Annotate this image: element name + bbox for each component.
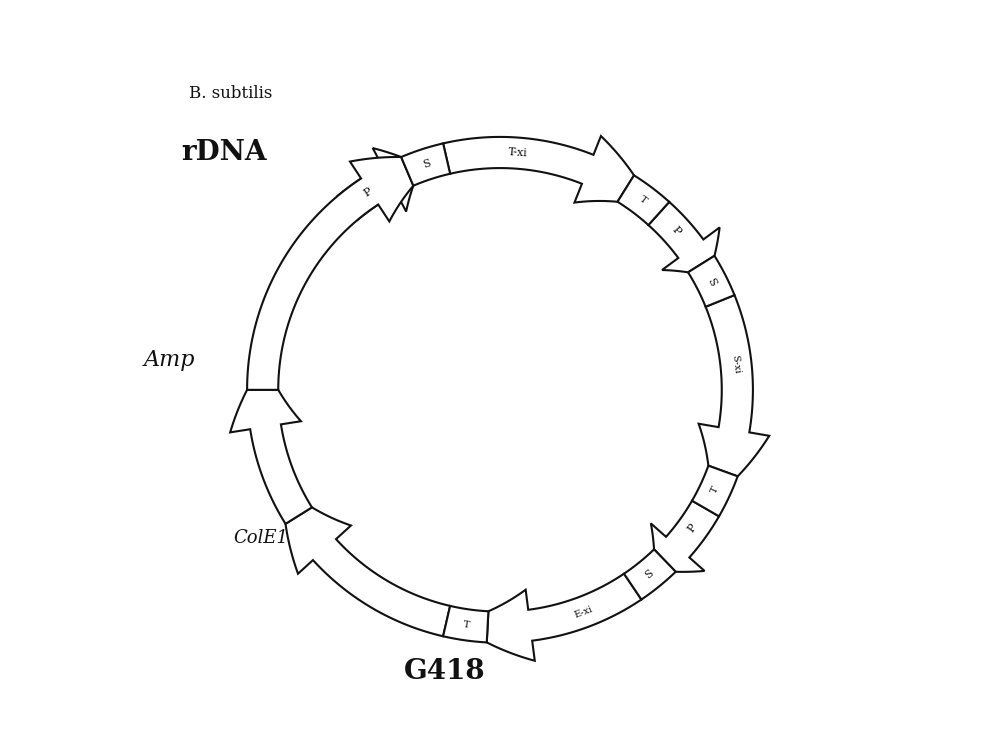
Text: G418: G418 bbox=[404, 658, 485, 686]
Polygon shape bbox=[401, 143, 450, 186]
Text: T: T bbox=[710, 485, 721, 495]
Polygon shape bbox=[337, 148, 413, 220]
Text: rDNA: rDNA bbox=[181, 139, 267, 166]
Polygon shape bbox=[443, 606, 488, 643]
Polygon shape bbox=[247, 157, 413, 390]
Polygon shape bbox=[618, 176, 669, 225]
Text: S: S bbox=[643, 568, 655, 580]
Polygon shape bbox=[651, 501, 719, 572]
Text: P: P bbox=[669, 224, 682, 236]
Text: S: S bbox=[705, 277, 718, 288]
Polygon shape bbox=[487, 574, 641, 661]
Polygon shape bbox=[699, 295, 769, 476]
Text: S: S bbox=[421, 158, 432, 170]
Text: ColE1: ColE1 bbox=[233, 530, 288, 548]
Text: S-xi: S-xi bbox=[730, 355, 741, 374]
Text: Amp: Amp bbox=[144, 350, 196, 371]
Polygon shape bbox=[688, 256, 734, 307]
Polygon shape bbox=[286, 507, 450, 636]
Polygon shape bbox=[443, 136, 634, 202]
Text: T: T bbox=[463, 620, 471, 630]
Polygon shape bbox=[230, 390, 312, 524]
Text: T-xi: T-xi bbox=[508, 148, 528, 159]
Polygon shape bbox=[692, 466, 738, 516]
Text: T: T bbox=[637, 195, 648, 206]
Text: P: P bbox=[686, 523, 699, 535]
Text: B. subtilis: B. subtilis bbox=[189, 85, 272, 102]
Text: P: P bbox=[362, 187, 374, 199]
Polygon shape bbox=[624, 549, 676, 599]
Text: E-xi: E-xi bbox=[573, 604, 594, 619]
Polygon shape bbox=[648, 202, 720, 272]
